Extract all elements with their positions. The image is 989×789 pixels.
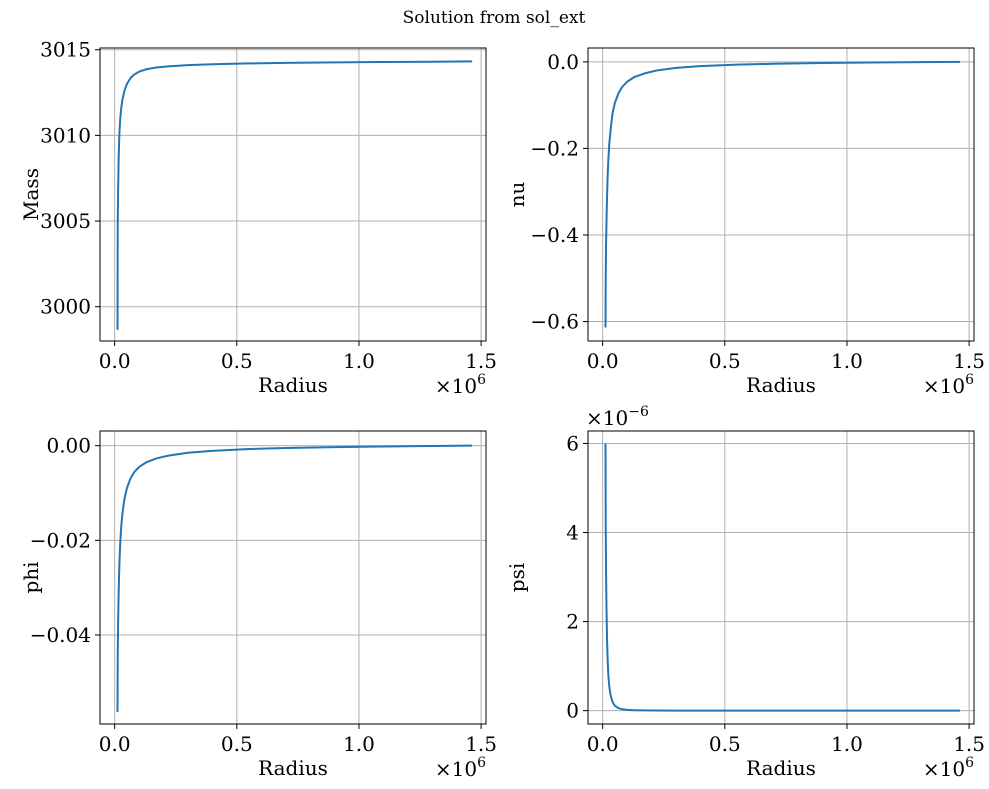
x-offset-text: ×106 (435, 755, 486, 781)
x-tick-label: 1.0 (343, 732, 375, 756)
figure-suptitle: Solution from sol_ext (403, 8, 586, 28)
y-axis-label: phi (19, 561, 43, 593)
axes-frame (99, 47, 487, 342)
y-tick-label: 3015 (40, 38, 91, 62)
y-tick-label: 2 (566, 610, 579, 634)
x-tick-label: 0.0 (99, 349, 131, 373)
x-offset-text: ×106 (435, 372, 486, 398)
x-axis-label: Radius (746, 373, 816, 397)
y-tick-label: 6 (566, 431, 579, 455)
y-tick-label: 3000 (40, 295, 91, 319)
x-tick-label: 0.0 (99, 732, 131, 756)
y-tick-label: −0.04 (30, 623, 91, 647)
y-tick-label: 3010 (40, 123, 91, 147)
y-axis-label: Mass (19, 168, 43, 221)
y-axis-label: psi (505, 563, 529, 592)
x-tick-label: 1.0 (343, 349, 375, 373)
subplot-nu: 0.0 0.5 1.0 1.5 −0.6 −0.4 −0.2 0.0 Radius nu ×106 (505, 47, 985, 398)
x-tick-label: 0.0 (587, 732, 619, 756)
x-offset-text: ×106 (923, 755, 974, 781)
axes-frame (99, 430, 487, 725)
series-line-psi (604, 443, 961, 712)
x-axis-label: Radius (258, 756, 328, 780)
x-tick-label: 1.0 (831, 349, 863, 373)
axes-frame (587, 47, 975, 342)
x-tick-label: 1.5 (953, 732, 985, 756)
subplot-phi: 0.0 0.5 1.0 1.5 −0.04 −0.02 0.00 Radius phi ×106 (19, 430, 497, 781)
series-line-mass (116, 60, 473, 331)
y-offset-text: ×10−6 (586, 404, 649, 430)
x-tick-label: 1.5 (953, 349, 985, 373)
series-line-phi (116, 444, 473, 713)
y-tick-label: 0.00 (46, 434, 91, 458)
y-tick-label: 0.0 (547, 50, 579, 74)
subplot-mass: 0.0 0.5 1.0 1.5 3000 3005 3010 3015 Radius Mass ×1… (19, 38, 497, 398)
y-tick-label: 3005 (40, 209, 91, 233)
y-tick-label: −0.4 (530, 223, 579, 247)
y-tick-label: −0.6 (530, 310, 579, 334)
x-offset-text: ×106 (923, 372, 974, 398)
x-tick-label: 1.0 (831, 732, 863, 756)
x-tick-label: 0.5 (221, 349, 253, 373)
axes-frame (587, 430, 975, 725)
x-tick-label: 0.5 (709, 349, 741, 373)
x-tick-label: 0.0 (587, 349, 619, 373)
y-axis-label: nu (505, 182, 529, 208)
x-tick-label: 1.5 (465, 349, 497, 373)
series-line-nu (604, 60, 961, 328)
subplot-psi: 0.0 0.5 1.0 1.5 0 2 4 6 Radius psi ×106 ×10−6 (505, 404, 985, 781)
x-tick-label: 0.5 (709, 732, 741, 756)
y-tick-label: −0.02 (30, 528, 91, 552)
y-tick-label: −0.2 (530, 136, 579, 160)
x-axis-label: Radius (258, 373, 328, 397)
x-tick-label: 1.5 (465, 732, 497, 756)
x-axis-label: Radius (746, 756, 816, 780)
y-tick-label: 0 (566, 699, 579, 723)
x-tick-label: 0.5 (221, 732, 253, 756)
y-tick-label: 4 (566, 521, 579, 545)
subplot-grid: 0.0 0.5 1.0 1.5 3000 3005 3010 3015 Radius Mass ×1… (19, 38, 985, 781)
